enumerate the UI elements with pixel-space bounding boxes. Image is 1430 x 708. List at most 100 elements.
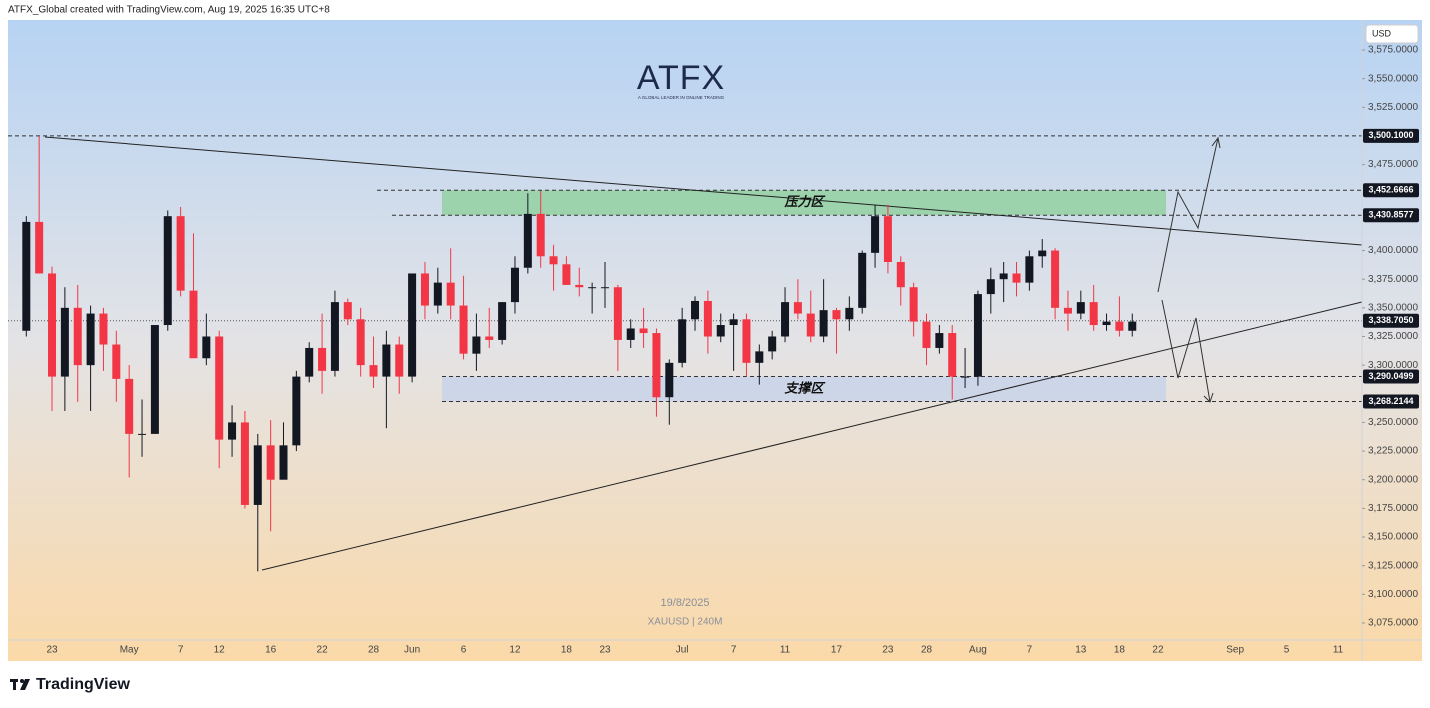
y-tick-label: 3,475.0000 [1368, 159, 1418, 170]
watermark-date: 19/8/2025 [661, 597, 710, 609]
candle-body [652, 333, 661, 398]
x-tick-label: Jun [404, 645, 420, 656]
level-box [1363, 183, 1419, 198]
logo: ATFX A GLOBAL LEADER IN ONLINE TRADING [637, 59, 725, 100]
logo-mark [20, 679, 24, 683]
x-tick-label: 11 [780, 645, 791, 656]
candle-body [806, 313, 815, 337]
candle-body [549, 256, 558, 265]
logo-mark [13, 679, 16, 690]
footer-logo: TradingView [10, 676, 131, 693]
y-tick-label: 3,525.0000 [1368, 102, 1418, 113]
x-tick-label: 6 [461, 645, 467, 656]
candle-body [562, 264, 571, 285]
candle-body [73, 307, 82, 366]
candle-body [485, 336, 494, 340]
x-tick-label: Aug [969, 645, 987, 656]
candle-body [716, 325, 725, 337]
candle-body [420, 273, 429, 306]
level-label: 3,290.0499 [1368, 371, 1413, 381]
candle-body [575, 284, 584, 288]
arrow-down-head [1203, 392, 1214, 403]
header: ATFX_Global created with TradingView.com… [8, 5, 330, 16]
candle-body [948, 333, 957, 377]
candle-body [266, 445, 275, 480]
candle-body [601, 287, 609, 289]
level-box [1363, 208, 1419, 223]
candle-body [819, 310, 828, 337]
x-tick-label: 7 [178, 645, 184, 656]
y-tick-label: 3,200.0000 [1368, 474, 1418, 485]
candle-body [626, 328, 635, 340]
candle-body [176, 216, 185, 291]
candle-body [510, 267, 519, 303]
candle-body [858, 252, 867, 308]
candle-body [48, 273, 57, 377]
candle-body [408, 273, 417, 377]
y-tick-label: 3,175.0000 [1368, 503, 1418, 514]
candle-body [1038, 250, 1047, 257]
candle-body [986, 279, 995, 295]
arrow-up-path [1157, 137, 1219, 293]
candle-body [240, 422, 249, 505]
candle-body [1012, 273, 1021, 283]
candle-body [99, 313, 108, 345]
candle-body [1076, 302, 1085, 314]
watermark-symbol: XAUUSD | 240M [648, 617, 723, 628]
y-tick-label: 3,150.0000 [1368, 532, 1418, 543]
y-tick-label: 3,575.0000 [1368, 45, 1418, 56]
candle-body [279, 445, 288, 480]
candle-body [703, 300, 712, 337]
chart-background [8, 20, 1422, 661]
candle-body [588, 287, 597, 289]
candle-body [1025, 256, 1034, 283]
candle-body [1051, 250, 1060, 308]
candle-body [86, 313, 95, 366]
level-label: 3,268.2144 [1368, 396, 1413, 406]
y-tick-label: 3,550.0000 [1368, 73, 1418, 84]
candle-body [922, 321, 931, 348]
footer-brand: TradingView [36, 676, 131, 693]
candle-body [498, 302, 507, 340]
level-box [1363, 313, 1419, 328]
arrow-up-head [1211, 136, 1221, 149]
candle-body [253, 445, 262, 505]
candle-body [60, 307, 69, 377]
y-tick-label: 3,300.0000 [1368, 360, 1418, 371]
currency-box [1365, 24, 1419, 44]
logo-brand: ATFX [637, 59, 725, 97]
candle-body [446, 282, 455, 306]
y-tick-label: 3,350.0000 [1368, 302, 1418, 313]
y-tick-label: 3,075.0000 [1368, 618, 1418, 629]
x-tick-label: 17 [831, 645, 843, 656]
candle-body [999, 273, 1008, 280]
candle-body [343, 302, 352, 320]
candle-body [22, 221, 31, 331]
y-tick-label: 3,225.0000 [1368, 446, 1418, 457]
candle-body [292, 376, 301, 446]
trendline-upper [44, 136, 1363, 246]
x-tick-label: 13 [1075, 645, 1087, 656]
x-tick-label: 23 [46, 645, 58, 656]
x-tick-label: May [120, 645, 139, 656]
x-tick-label: 18 [561, 645, 573, 656]
candle-body [755, 351, 764, 363]
candle-body [691, 300, 700, 320]
logo-mark [20, 679, 30, 690]
candle-body [382, 344, 391, 377]
x-tick-label: 28 [368, 645, 380, 656]
zone-label: 支撑区 [784, 380, 825, 395]
x-tick-label: Jul [676, 645, 689, 656]
candle-body [163, 216, 172, 326]
candle-body [356, 319, 365, 366]
y-tick-label: 3,100.0000 [1368, 589, 1418, 600]
candle-body [189, 290, 198, 359]
candle-body [742, 319, 751, 363]
candle-body [639, 328, 648, 334]
candle-body [973, 294, 982, 377]
candle-body [883, 216, 892, 263]
candle-body [202, 336, 211, 359]
candle-body [793, 302, 802, 314]
y-tick-label: 3,125.0000 [1368, 560, 1418, 571]
